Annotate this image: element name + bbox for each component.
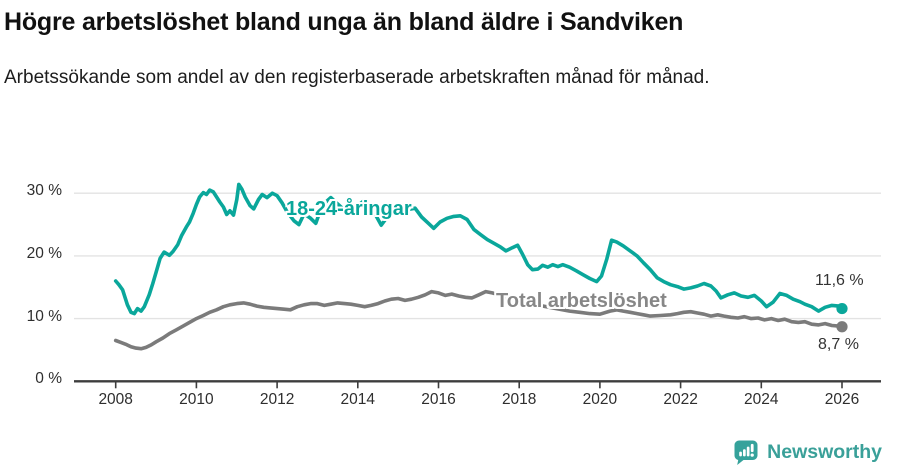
series-label-young: 18-24-åringar <box>286 198 412 220</box>
end-dot-young <box>836 302 848 315</box>
series-end-dots <box>836 302 848 333</box>
x-tick-label: 2018 <box>501 391 537 409</box>
y-tick-label: 0 % <box>35 370 62 388</box>
series-line-young <box>113 182 844 316</box>
chart-subtitle: Arbetssökande som andel av den registerb… <box>4 67 710 88</box>
x-tick-label: 2024 <box>744 391 779 409</box>
page-title: Högre arbetslöshet bland unga än bland ä… <box>4 8 684 36</box>
x-axis <box>74 380 881 389</box>
x-tick-label: 2008 <box>98 391 133 409</box>
end-value-young: 11,6 % <box>815 272 864 289</box>
x-tick-label: 2022 <box>663 391 698 409</box>
series-label-total: Total arbetslöshet <box>496 290 667 312</box>
y-tick-label: 30 % <box>26 182 62 200</box>
series-lines <box>113 182 844 351</box>
x-tick-label: 2014 <box>340 391 376 409</box>
y-tick-label: 20 % <box>26 244 62 262</box>
bar-chart-bubble-icon <box>734 440 758 465</box>
x-tick-label: 2020 <box>582 391 618 409</box>
end-value-total: 8,7 % <box>818 336 859 353</box>
x-tick-label: 2010 <box>179 391 214 409</box>
y-tick-label: 10 % <box>26 307 62 325</box>
brand-name: Newsworthy <box>767 441 882 463</box>
series-line-total <box>113 289 844 351</box>
end-dot-total <box>836 321 848 333</box>
x-tick-label: 2016 <box>421 391 456 409</box>
newsworthy-logo: Newsworthy <box>733 439 882 466</box>
x-tick-label: 2026 <box>824 391 860 409</box>
x-tick-label: 2012 <box>259 391 295 409</box>
